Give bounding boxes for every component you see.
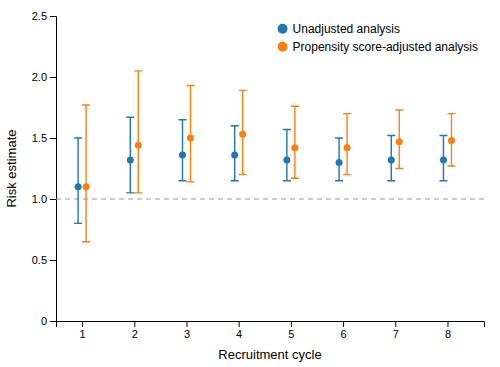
- point: [231, 152, 238, 159]
- legend: Unadjusted analysis Propensity score-adju…: [278, 22, 478, 54]
- tick-mark: [82, 321, 83, 327]
- point: [75, 183, 82, 190]
- tick: 0.5: [32, 254, 56, 266]
- tick: 1.5: [32, 132, 56, 144]
- tick: 1.0: [32, 193, 56, 205]
- tick-mark: [291, 321, 292, 327]
- tick-label: 2.0: [32, 71, 47, 83]
- error-bar: [178, 120, 186, 181]
- error-bar: [186, 86, 194, 182]
- tick-mark: [239, 321, 240, 327]
- tick: 4: [236, 321, 242, 340]
- point: [179, 152, 186, 159]
- error-bar: [134, 71, 142, 193]
- legend-swatch: [278, 24, 288, 34]
- point: [83, 183, 90, 190]
- tick-mark: [134, 321, 135, 327]
- legend-item: Unadjusted analysis: [278, 22, 400, 36]
- tick-label: 2.5: [32, 10, 47, 22]
- tick: 6: [341, 321, 347, 340]
- error-bar: [395, 110, 403, 169]
- point: [336, 159, 343, 166]
- error-bar: [387, 136, 395, 181]
- tick-label: 0: [41, 315, 47, 327]
- tick-label: 5: [288, 328, 294, 340]
- tick-mark: [343, 321, 344, 327]
- error-bar: [439, 136, 447, 181]
- error-bar: [291, 106, 299, 178]
- tick: 7: [393, 321, 399, 340]
- point: [448, 137, 455, 144]
- error-bar: [335, 138, 343, 181]
- y-axis-title: Risk estimate: [4, 129, 19, 207]
- point: [344, 144, 351, 151]
- tick-label: 1: [80, 328, 86, 340]
- tick: 2.5: [32, 10, 56, 22]
- error-bar: [82, 105, 90, 242]
- error-bar: [126, 117, 134, 193]
- tick-mark: [50, 199, 56, 200]
- tick-label: 2: [132, 328, 138, 340]
- legend-label: Propensity score-adjusted analysis: [293, 40, 478, 54]
- tick: 2: [132, 321, 138, 340]
- error-bar: [343, 114, 351, 175]
- tick: 2.0: [32, 71, 56, 83]
- tick-mark: [50, 260, 56, 261]
- point: [239, 131, 246, 138]
- tick-mark: [50, 138, 56, 139]
- tick-mark: [50, 321, 56, 322]
- tick-label: 0.5: [32, 254, 47, 266]
- error-bar: [239, 90, 247, 174]
- error-bar: [283, 129, 291, 180]
- marks: [56, 71, 484, 242]
- tick: 1: [80, 321, 86, 340]
- reference-line: [56, 198, 484, 199]
- y-axis: 0 0.5 1.0 1.5 2.0 2.5: [32, 10, 57, 327]
- tick-mark: [395, 321, 396, 327]
- series: [82, 71, 455, 242]
- tick-label: 1.5: [32, 132, 47, 144]
- tick-mark: [447, 321, 448, 327]
- tick-label: 8: [445, 328, 451, 340]
- legend-swatch: [278, 42, 288, 52]
- axis-line: [57, 322, 485, 328]
- chart: 1 2 3 4 5 6 7 8 0 0.5 1.0 1.5 2.0 2.5 Unadjusted analy…: [0, 0, 500, 367]
- point: [187, 135, 194, 142]
- x-axis: 1 2 3 4 5 6 7 8: [57, 321, 485, 340]
- tick: 3: [184, 321, 190, 340]
- legend-item: Propensity score-adjusted analysis: [278, 40, 478, 54]
- point: [135, 142, 142, 149]
- point: [291, 144, 298, 151]
- point: [440, 156, 447, 163]
- x-axis-title: Recruitment cycle: [218, 347, 321, 362]
- tick-mark: [50, 77, 56, 78]
- tick-label: 1.0: [32, 193, 47, 205]
- point: [388, 156, 395, 163]
- tick-label: 7: [393, 328, 399, 340]
- error-bar: [74, 138, 82, 223]
- series: [74, 117, 447, 223]
- point: [396, 138, 403, 145]
- axis-line: [50, 17, 57, 322]
- point: [283, 156, 290, 163]
- plot: 1 2 3 4 5 6 7 8 0 0.5 1.0 1.5 2.0 2.5 Unadjusted analy…: [32, 10, 485, 340]
- error-bar: [447, 114, 455, 166]
- tick: 5: [288, 321, 294, 340]
- legend-label: Unadjusted analysis: [293, 22, 400, 36]
- error-bar: [231, 126, 239, 181]
- tick: 8: [445, 321, 451, 340]
- tick-mark: [50, 16, 56, 17]
- tick-label: 6: [341, 328, 347, 340]
- tick-label: 3: [184, 328, 190, 340]
- point: [127, 156, 134, 163]
- tick: 0: [41, 315, 56, 327]
- tick-mark: [186, 321, 187, 327]
- tick-label: 4: [236, 328, 242, 340]
